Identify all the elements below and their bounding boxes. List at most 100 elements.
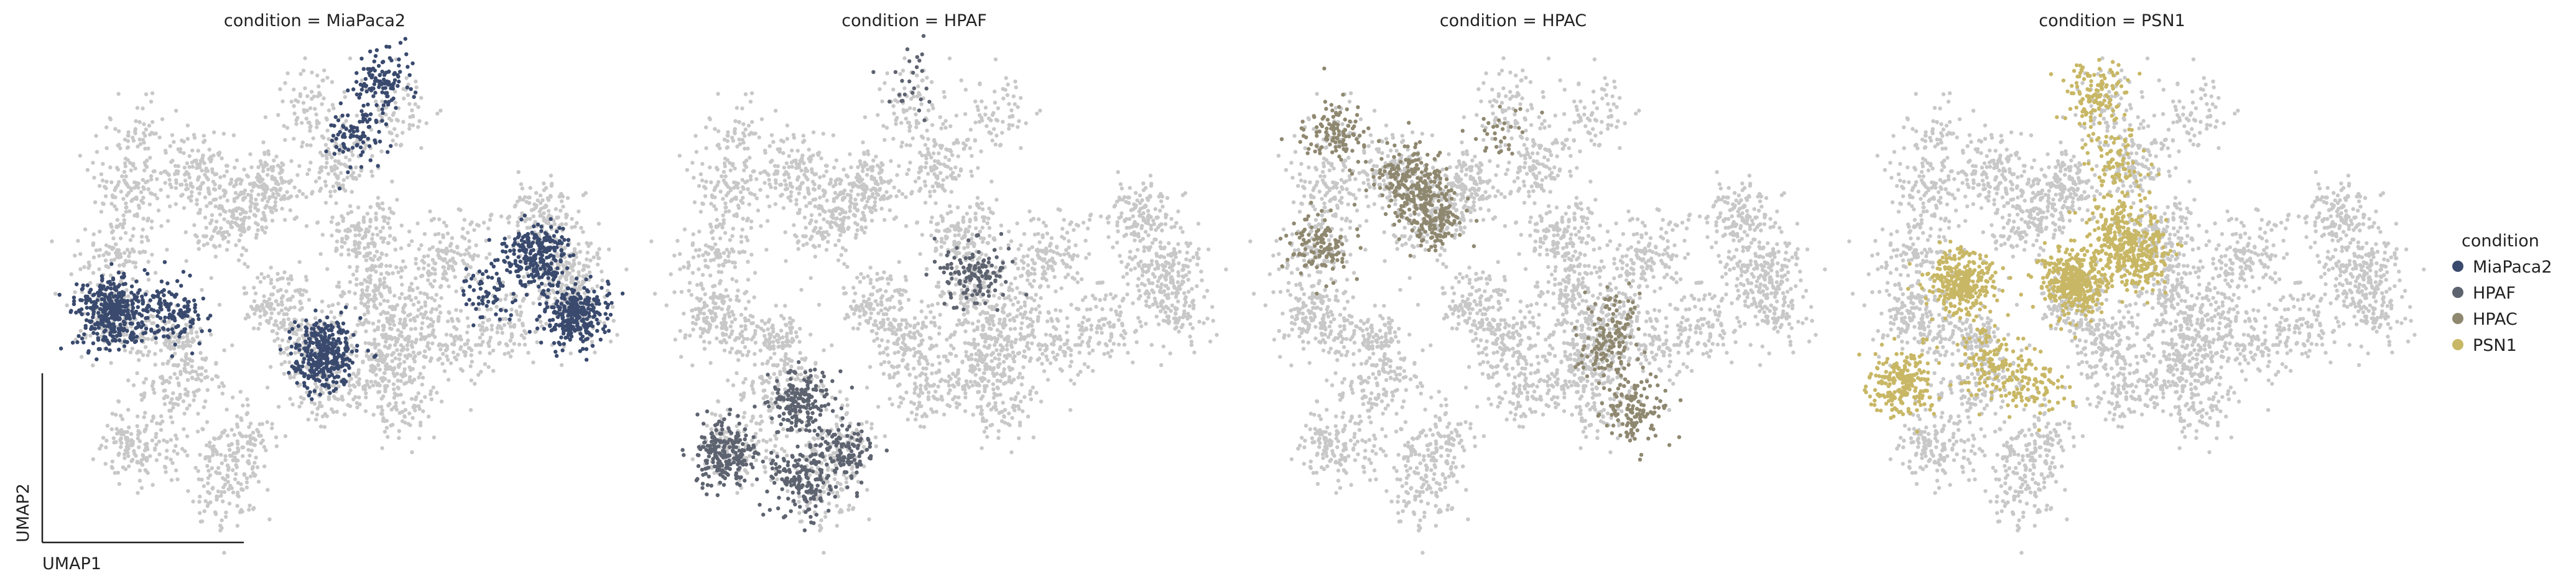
background-point	[265, 385, 270, 390]
background-point	[384, 264, 389, 268]
background-point	[343, 95, 347, 100]
highlight-point-miapaca2	[539, 281, 544, 286]
background-point	[239, 482, 243, 486]
background-point	[142, 168, 147, 173]
highlight-point-miapaca2	[338, 130, 342, 134]
highlight-point-miapaca2	[90, 306, 95, 310]
background-point	[302, 109, 307, 114]
background-point	[146, 277, 151, 282]
background-point	[165, 449, 169, 453]
background-point	[243, 188, 248, 193]
highlight-point-miapaca2	[197, 342, 202, 346]
background-point	[124, 201, 128, 206]
highlight-point-miapaca2	[178, 314, 183, 318]
background-point	[262, 312, 267, 317]
background-point	[449, 248, 453, 253]
highlight-point-miapaca2	[557, 241, 562, 245]
background-point	[98, 230, 102, 234]
highlight-point-miapaca2	[113, 309, 117, 313]
highlight-point-miapaca2	[565, 286, 570, 291]
highlight-point-miapaca2	[562, 252, 566, 256]
background-point	[274, 299, 278, 304]
highlight-point-miapaca2	[354, 80, 359, 84]
background-point	[294, 122, 299, 126]
background-point	[174, 186, 178, 190]
background-point	[374, 269, 378, 274]
background-point	[410, 416, 415, 420]
background-point	[204, 225, 208, 230]
background-point	[217, 302, 222, 307]
background-point	[570, 276, 574, 280]
highlight-point-miapaca2	[307, 361, 311, 365]
background-point	[248, 453, 252, 458]
highlight-point-miapaca2	[355, 129, 359, 133]
highlight-point-miapaca2	[81, 340, 86, 345]
background-point	[491, 369, 496, 373]
highlight-point-miapaca2	[87, 319, 92, 323]
background-point	[383, 377, 387, 381]
background-point	[120, 417, 125, 421]
background-point	[437, 343, 441, 348]
highlight-point-miapaca2	[102, 330, 106, 334]
background-point	[178, 149, 182, 154]
highlight-point-miapaca2	[331, 366, 335, 371]
background-point	[208, 159, 213, 164]
background-point	[308, 160, 313, 165]
background-point	[179, 193, 183, 198]
background-point	[220, 381, 225, 386]
background-point	[290, 294, 295, 299]
background-point	[356, 225, 361, 230]
background-point	[419, 274, 424, 279]
background-point	[369, 241, 374, 246]
highlight-point-miapaca2	[333, 115, 338, 119]
highlight-point-miapaca2	[80, 336, 85, 341]
highlight-point-miapaca2	[337, 147, 341, 152]
highlight-point-miapaca2	[287, 330, 292, 334]
background-point	[227, 501, 232, 506]
background-point	[369, 267, 374, 272]
background-point	[171, 406, 175, 410]
background-point	[285, 312, 289, 317]
background-point	[387, 335, 391, 339]
highlight-point-miapaca2	[380, 107, 384, 111]
highlight-point-miapaca2	[373, 53, 378, 58]
highlight-point-miapaca2	[310, 397, 314, 401]
highlight-point-miapaca2	[72, 295, 76, 300]
background-point	[498, 324, 502, 329]
background-point	[345, 236, 349, 241]
background-point	[185, 137, 190, 141]
background-point	[455, 245, 460, 249]
background-point	[85, 168, 90, 172]
background-point	[283, 434, 288, 439]
highlight-point-miapaca2	[296, 324, 300, 328]
highlight-point-miapaca2	[208, 328, 212, 333]
background-point	[136, 185, 141, 190]
background-point	[397, 429, 401, 434]
background-point	[315, 220, 320, 225]
highlight-point-miapaca2	[106, 317, 111, 322]
background-point	[499, 214, 504, 218]
background-point	[269, 311, 274, 315]
background-point	[442, 265, 446, 269]
background-point	[220, 391, 225, 396]
background-point	[318, 151, 323, 155]
background-point	[343, 188, 348, 193]
highlight-point-miapaca2	[117, 347, 121, 352]
highlight-point-miapaca2	[562, 238, 567, 242]
background-point	[135, 424, 139, 429]
background-point	[547, 213, 552, 218]
background-point	[386, 435, 390, 439]
background-point	[269, 209, 274, 213]
background-point	[229, 220, 234, 225]
background-point	[280, 178, 284, 182]
background-point	[307, 297, 312, 302]
background-point	[234, 472, 238, 477]
background-point	[114, 427, 119, 431]
background-point	[216, 466, 221, 470]
background-point	[262, 151, 267, 155]
background-point	[310, 96, 314, 101]
background-point	[136, 429, 141, 433]
background-point	[146, 353, 150, 358]
background-point	[381, 328, 386, 332]
highlight-point-miapaca2	[537, 314, 542, 319]
